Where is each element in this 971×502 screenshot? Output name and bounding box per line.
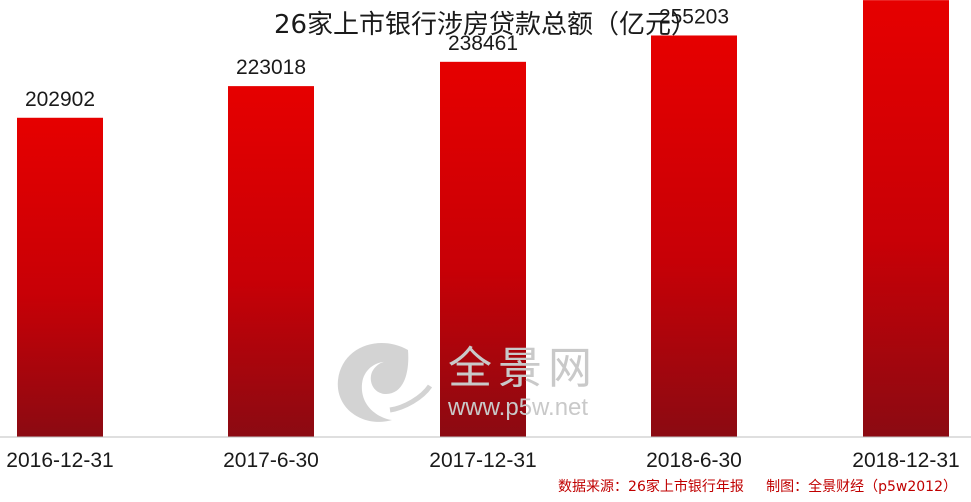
credit-text: 制图：全景财经（p5w2012） xyxy=(766,479,957,495)
x-tick-label-2018-6-30: 2018-6-30 xyxy=(646,449,742,472)
chart-title: 26家上市银行涉房贷款总额（亿元） xyxy=(273,10,698,40)
value-label-2017-12-31: 238461 xyxy=(448,32,518,55)
x-tick-label-2016-12-31: 2016-12-31 xyxy=(6,449,113,472)
value-label-2016-12-31: 202902 xyxy=(25,88,95,111)
bar-2018-12-31 xyxy=(863,0,949,437)
source-note: 数据来源：26家上市银行年报 制图：全景财经（p5w2012） xyxy=(558,476,957,496)
bar-2016-12-31 xyxy=(17,117,103,437)
x-tick-label-2018-12-31: 2018-12-31 xyxy=(852,449,959,472)
x-tick-label-2017-12-31: 2017-12-31 xyxy=(429,449,536,472)
bar-2017-6-30 xyxy=(228,86,314,437)
source-text: 数据来源：26家上市银行年报 xyxy=(558,479,744,495)
bar-2017-12-31 xyxy=(440,61,526,438)
value-label-2018-6-30: 255203 xyxy=(659,5,729,28)
x-tick-label-2017-6-30: 2017-6-30 xyxy=(223,449,319,472)
value-label-2017-6-30: 223018 xyxy=(236,56,306,79)
bar-2018-6-30 xyxy=(651,35,737,437)
source-spacer xyxy=(748,479,761,495)
